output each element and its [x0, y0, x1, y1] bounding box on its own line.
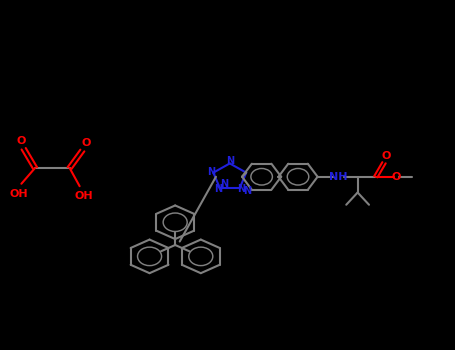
Text: OH: OH — [10, 189, 28, 198]
Text: O: O — [81, 138, 91, 148]
Text: N: N — [214, 184, 222, 194]
Text: O: O — [382, 151, 391, 161]
Text: N: N — [226, 156, 234, 167]
Text: N: N — [243, 186, 251, 196]
Text: OH: OH — [75, 191, 93, 201]
Text: N: N — [238, 184, 246, 194]
Text: N: N — [207, 167, 215, 177]
Text: O: O — [392, 172, 401, 182]
Text: NH: NH — [329, 172, 347, 182]
Text: O: O — [17, 136, 26, 146]
Text: N: N — [220, 179, 228, 189]
